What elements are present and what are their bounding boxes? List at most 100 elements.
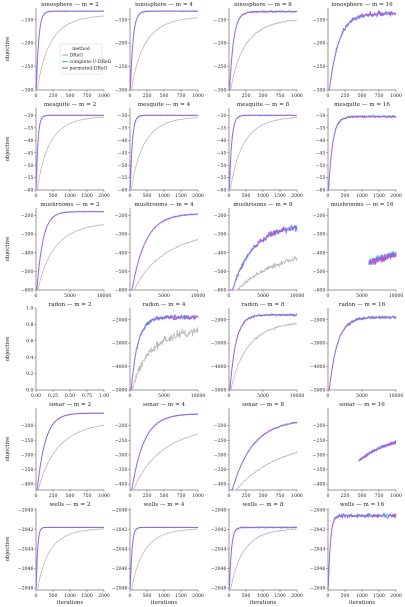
y-tick-label: −250 bbox=[313, 438, 326, 444]
x-tick-label: 500 bbox=[66, 93, 75, 99]
x-tick-label: 500 bbox=[49, 593, 58, 599]
legend-entry: DReG bbox=[70, 53, 84, 59]
y-tick-label: −300 bbox=[115, 452, 128, 458]
series-line-permuted-DReG bbox=[229, 421, 298, 491]
x-tick-label: 250 bbox=[49, 93, 58, 99]
series-line-DReG bbox=[130, 528, 198, 591]
series-line-complete-U-DReG bbox=[328, 114, 397, 191]
y-tick-label: 0.2 bbox=[26, 371, 33, 377]
x-tick-label: 250 bbox=[49, 493, 58, 499]
x-tick-label: 250 bbox=[341, 493, 350, 499]
y-tick-label: −200 bbox=[313, 423, 326, 429]
x-tick-label: 0.25 bbox=[48, 393, 58, 399]
x-tick-label: 5000 bbox=[257, 393, 269, 399]
x-tick-label: 500 bbox=[242, 193, 251, 199]
y-tick-label: −50 bbox=[316, 163, 326, 169]
x-tick-label: 0 bbox=[327, 193, 330, 199]
y-tick-label: −300 bbox=[21, 88, 34, 94]
x-axis-label: iterations bbox=[250, 600, 276, 606]
x-tick-label: 750 bbox=[276, 493, 285, 499]
x-tick-label: 1000 bbox=[356, 593, 368, 599]
series-line-permuted-DReG bbox=[130, 213, 199, 291]
x-tick-label: 0 bbox=[228, 593, 231, 599]
y-tick-label: −50 bbox=[24, 163, 34, 169]
axis-lines bbox=[228, 308, 297, 391]
subplot-title: sonar — m = 4 bbox=[143, 402, 186, 408]
x-tick-label: 500 bbox=[143, 193, 152, 199]
subplot-6: mesquite — m = 8 0 500 1000 1500 2000 −60 −55 −5… bbox=[217, 102, 303, 199]
y-tick-label: −60 bbox=[24, 188, 34, 194]
y-tick-label: −4000 bbox=[112, 364, 128, 370]
y-tick-label: −200 bbox=[214, 423, 227, 429]
y-tick-label: −200 bbox=[21, 213, 34, 219]
y-tick-label: −2044 bbox=[18, 547, 34, 553]
x-tick-label: 0.00 bbox=[31, 393, 41, 399]
y-tick-label: −500 bbox=[21, 269, 34, 275]
x-tick-label: 5000 bbox=[158, 393, 170, 399]
series-line-permuted-DReG bbox=[228, 114, 298, 191]
series-line-DReG bbox=[229, 117, 298, 191]
x-tick-label: 0 bbox=[129, 193, 132, 199]
x-tick-label: 750 bbox=[276, 93, 285, 99]
subplot-title: wells — m = 4 bbox=[144, 502, 185, 508]
y-tick-label: −150 bbox=[214, 17, 227, 23]
y-axis-label: objective bbox=[5, 337, 11, 362]
y-tick-label: −250 bbox=[214, 438, 227, 444]
y-tick-label: 1.0 bbox=[26, 306, 33, 312]
y-tick-label: −200 bbox=[115, 423, 128, 429]
subplot-title: wells — m = 16 bbox=[340, 502, 385, 508]
x-tick-label: 2000 bbox=[192, 593, 204, 599]
series-line-permuted-DReG bbox=[129, 114, 199, 191]
y-tick-label: −400 bbox=[21, 482, 34, 488]
x-tick-label: 1500 bbox=[373, 593, 385, 599]
x-tick-label: 1000 bbox=[64, 193, 76, 199]
y-tick-label: −250 bbox=[21, 64, 34, 70]
x-tick-label: 2000 bbox=[291, 193, 303, 199]
subplot-title: mushrooms — m = 2 bbox=[40, 202, 100, 208]
x-tick-label: 0.75 bbox=[82, 393, 92, 399]
y-tick-label: −2040 bbox=[211, 508, 227, 514]
x-tick-label: 750 bbox=[177, 493, 186, 499]
y-tick-label: −3000 bbox=[211, 341, 227, 347]
subplot-title: mushrooms — m = 16 bbox=[331, 202, 394, 208]
y-tick-label: −55 bbox=[316, 175, 326, 181]
y-tick-label: −250 bbox=[21, 438, 34, 444]
y-tick-label: −500 bbox=[313, 269, 326, 275]
y-tick-label: −300 bbox=[313, 232, 326, 238]
x-tick-label: 1000 bbox=[390, 493, 402, 499]
y-tick-label: −2000 bbox=[211, 317, 227, 323]
x-tick-label: 0 bbox=[129, 93, 132, 99]
series-line-permuted-DReG bbox=[129, 10, 199, 91]
y-tick-label: 0.6 bbox=[26, 338, 33, 344]
y-tick-label: −2046 bbox=[18, 566, 34, 572]
y-tick-label: −2046 bbox=[310, 566, 326, 572]
series-line-permuted-DReG bbox=[358, 440, 397, 462]
series-line-DReG bbox=[229, 322, 298, 391]
series-line-DReG bbox=[36, 224, 105, 291]
y-tick-label: −55 bbox=[118, 175, 128, 181]
series-line-complete-U-DReG bbox=[228, 526, 298, 591]
x-tick-label: 0 bbox=[327, 493, 330, 499]
x-tick-label: 0 bbox=[129, 293, 132, 299]
x-tick-label: 2000 bbox=[98, 593, 110, 599]
y-tick-label: −30 bbox=[24, 113, 34, 119]
y-tick-label: −350 bbox=[214, 467, 227, 473]
axis-lines bbox=[35, 408, 104, 491]
y-tick-label: −2044 bbox=[310, 547, 326, 553]
subplot-title: mesquite — m = 2 bbox=[44, 102, 97, 108]
x-tick-label: 10000 bbox=[389, 393, 404, 399]
series-line-permuted-DReG bbox=[36, 211, 105, 291]
y-tick-label: −60 bbox=[316, 188, 326, 194]
x-tick-label: 1000 bbox=[192, 93, 204, 99]
legend-box bbox=[59, 43, 103, 75]
y-tick-label: −600 bbox=[115, 288, 128, 294]
series-line-DReG bbox=[130, 326, 199, 391]
x-tick-label: 1000 bbox=[98, 93, 110, 99]
y-tick-label: −2040 bbox=[310, 508, 326, 514]
x-tick-label: 1000 bbox=[291, 493, 303, 499]
x-tick-label: 0 bbox=[35, 493, 38, 499]
x-tick-label: 5000 bbox=[64, 293, 76, 299]
series-line-permuted-DReG bbox=[36, 412, 105, 491]
subplot-7: mesquite — m = 16 0 500 1000 1500 2000 −60 −55 −… bbox=[316, 102, 402, 199]
x-axis-label: iterations bbox=[57, 600, 83, 606]
